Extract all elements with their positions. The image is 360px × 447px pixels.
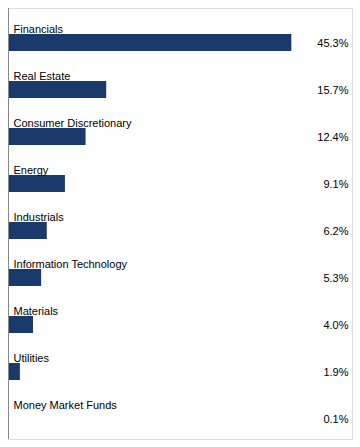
svg-text:Utilities: Utilities xyxy=(14,352,50,364)
svg-text:9.1%: 9.1% xyxy=(323,178,348,190)
svg-text:5.3%: 5.3% xyxy=(323,272,348,284)
svg-text:Real Estate: Real Estate xyxy=(14,70,71,82)
svg-text:Industrials: Industrials xyxy=(14,211,65,223)
svg-text:0.1%: 0.1% xyxy=(323,413,348,425)
svg-text:Consumer Discretionary: Consumer Discretionary xyxy=(14,117,132,129)
svg-text:Money Market Funds: Money Market Funds xyxy=(14,399,118,411)
svg-text:4.0%: 4.0% xyxy=(323,319,348,331)
svg-text:Financials: Financials xyxy=(14,23,64,35)
svg-text:Energy: Energy xyxy=(14,164,49,176)
svg-text:1.9%: 1.9% xyxy=(323,366,348,378)
svg-text:12.4%: 12.4% xyxy=(317,131,348,143)
svg-text:6.2%: 6.2% xyxy=(323,225,348,237)
svg-text:Information Technology: Information Technology xyxy=(14,258,128,270)
svg-text:15.7%: 15.7% xyxy=(317,84,348,96)
svg-text:45.3%: 45.3% xyxy=(317,37,348,49)
svg-text:Materials: Materials xyxy=(14,305,59,317)
